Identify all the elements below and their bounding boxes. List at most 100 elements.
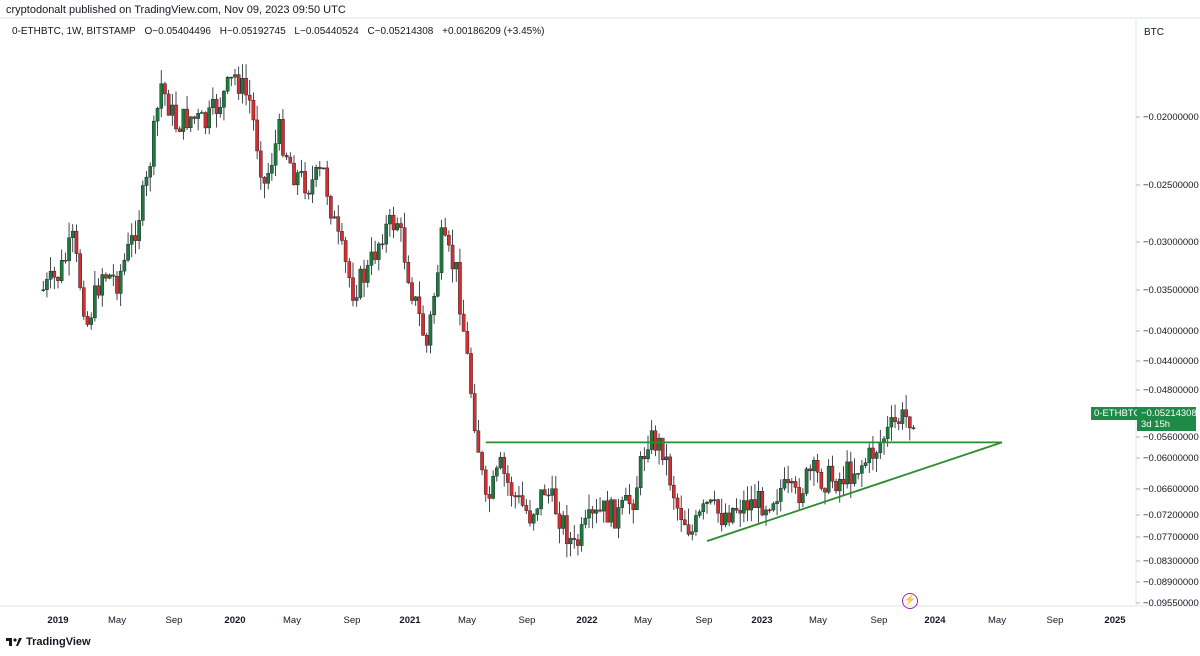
candle-body	[668, 456, 672, 486]
candle-body	[856, 473, 860, 475]
year-tick-label: 2024	[924, 615, 946, 626]
candle-body	[524, 505, 529, 511]
candle-body	[325, 167, 329, 197]
candle-body	[550, 488, 554, 496]
candle-body	[229, 76, 234, 79]
candle-body	[535, 508, 540, 515]
price-axis[interactable]: −0.02000000 −0.02500000 −0.03000000 −0.0350…	[1136, 112, 1199, 609]
candle-body	[262, 177, 267, 184]
price-tick-label: −0.02000000	[1143, 112, 1199, 123]
axis-currency[interactable]: BTC	[1144, 27, 1164, 38]
month-tick-label: May	[283, 615, 301, 626]
candle-body	[362, 268, 366, 283]
candle-body	[531, 514, 536, 524]
candle-body	[424, 335, 429, 346]
candle-body	[815, 460, 820, 473]
candle-body	[318, 166, 322, 169]
candle-body	[96, 285, 101, 296]
candle-body	[152, 120, 156, 167]
symbol-label[interactable]: 0-ETHBTC, 1W, BITSTAMP	[12, 26, 136, 37]
candle-body	[908, 416, 912, 429]
low-value: L−0.05440524	[294, 26, 359, 37]
candle-body	[904, 409, 908, 417]
candle-body	[583, 517, 588, 525]
candle-body	[288, 156, 293, 164]
candle-body	[240, 78, 245, 94]
candle-body	[432, 296, 436, 316]
candle-body	[82, 287, 86, 317]
candle-body	[782, 479, 787, 489]
candle-body	[631, 503, 636, 510]
candle-body	[871, 447, 875, 459]
candle-body	[686, 524, 691, 535]
candle-body	[793, 481, 798, 488]
year-tick-label: 2023	[751, 615, 772, 626]
month-tick-label: Sep	[519, 615, 536, 626]
ascending-trendline[interactable]	[706, 441, 1003, 542]
month-tick-label: Sep	[871, 615, 888, 626]
candle-body	[310, 179, 315, 195]
price-tick-label: −0.06600000	[1143, 484, 1199, 495]
time-axis[interactable]: 2019 May Sep 2020 May Sep 2021 May Sep 2022 May Sep…	[47, 615, 1126, 626]
candle-body	[336, 216, 341, 232]
candle-body	[292, 162, 296, 186]
candle-body	[561, 515, 565, 529]
candle-body	[185, 108, 189, 129]
candle-body	[306, 192, 311, 195]
candle-body	[834, 481, 838, 492]
candle-body	[218, 107, 223, 114]
candle-body	[314, 166, 318, 180]
candle-body	[137, 220, 141, 241]
candle-body	[506, 473, 510, 483]
candle-body	[421, 313, 425, 336]
tradingview-logo-icon	[6, 637, 22, 647]
candle-body	[837, 479, 842, 492]
year-tick-label: 2021	[399, 615, 421, 626]
price-tick-label: −0.06000000	[1143, 453, 1199, 464]
ohlc-legend: 0-ETHBTC, 1W, BITSTAMP O−0.05404496 H−0.…	[12, 26, 550, 37]
candle-body	[513, 495, 518, 498]
candle-body	[760, 491, 765, 516]
candle-body	[672, 484, 676, 499]
candle-body	[284, 155, 289, 158]
candle-body	[377, 243, 381, 260]
candle-body	[874, 452, 879, 459]
candle-body	[476, 430, 481, 453]
candle-body	[447, 234, 451, 246]
candle-body	[373, 251, 377, 260]
candle-body	[911, 427, 916, 429]
candle-body	[56, 277, 60, 281]
candle-body	[200, 112, 204, 114]
candle-body	[436, 272, 440, 297]
candle-body	[299, 171, 304, 173]
candle-body	[542, 489, 547, 496]
candle-body	[89, 317, 93, 325]
candle-body	[498, 456, 503, 469]
candle-body	[723, 512, 728, 526]
candle-body	[771, 503, 776, 511]
year-tick-label: 2019	[47, 615, 68, 626]
candle-body	[841, 479, 846, 485]
candle-body	[649, 430, 654, 450]
candle-body	[347, 261, 352, 278]
candle-body	[697, 511, 702, 516]
candle-body	[712, 499, 717, 501]
candle-body	[502, 456, 506, 474]
candle-body	[705, 502, 709, 504]
price-tick-label: −0.08900000	[1143, 577, 1199, 588]
candle-body	[85, 316, 90, 325]
candle-body	[598, 509, 602, 512]
candle-body	[786, 479, 790, 484]
candle-body	[568, 538, 573, 545]
lightning-icon[interactable]: ⚡	[902, 593, 918, 609]
candle-body	[115, 275, 119, 294]
candle-body	[118, 270, 123, 294]
candle-body	[141, 185, 145, 221]
month-tick-label: Sep	[344, 615, 361, 626]
candle-body	[225, 76, 230, 92]
candle-body	[491, 475, 495, 499]
candle-body	[196, 113, 200, 119]
candle-body	[483, 469, 488, 495]
candle-body	[683, 519, 687, 525]
